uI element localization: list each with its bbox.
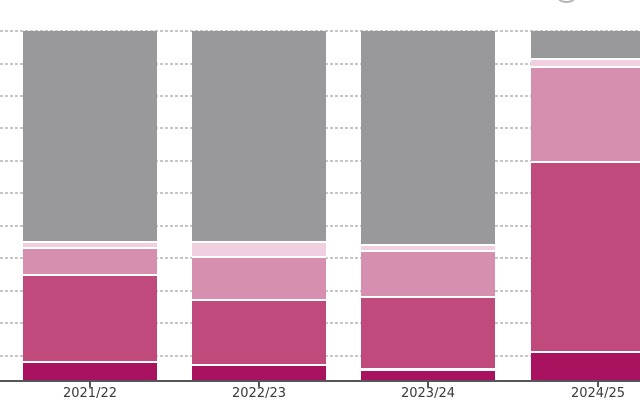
cropped-artifact bbox=[558, 0, 575, 3]
bar-segment-bottom-segment-crimson bbox=[23, 361, 157, 380]
x-axis-label: 2023/24 bbox=[400, 386, 455, 400]
bar-segment-bottom-segment-crimson bbox=[531, 351, 640, 380]
bar-segment-third-segment-medium-pink bbox=[361, 249, 495, 296]
bar-segment-top-segment-gray bbox=[531, 31, 640, 58]
bar-segment-third-segment-medium-pink bbox=[531, 66, 640, 162]
bar-segment-second-segment-dark-pink bbox=[531, 161, 640, 352]
x-axis-label: 2024/25 bbox=[570, 386, 625, 400]
x-axis-line bbox=[0, 380, 640, 382]
bar-segment-fourth-segment-pale-pink bbox=[361, 243, 495, 250]
bar-segment-second-segment-dark-pink bbox=[192, 299, 326, 364]
bar-segment-third-segment-medium-pink bbox=[192, 255, 326, 300]
x-axis-label: 2022/23 bbox=[231, 386, 286, 400]
bar-segment-fourth-segment-pale-pink bbox=[192, 240, 326, 256]
bar-segment-second-segment-dark-pink bbox=[23, 274, 157, 362]
bar-segment-third-segment-medium-pink bbox=[23, 246, 157, 275]
bar-segment-second-segment-dark-pink bbox=[361, 295, 495, 369]
x-axis-tick bbox=[258, 382, 260, 387]
bar-segment-top-segment-gray bbox=[23, 31, 157, 242]
bar-segment-top-segment-gray bbox=[192, 31, 326, 241]
bar-segment-top-segment-gray bbox=[361, 31, 495, 244]
bar-segment-bottom-segment-crimson bbox=[361, 368, 495, 380]
bar-segment-fourth-segment-pale-pink bbox=[531, 57, 640, 67]
x-axis-tick bbox=[427, 382, 429, 387]
bar-segment-bottom-segment-crimson bbox=[192, 363, 326, 380]
x-axis-tick bbox=[597, 382, 599, 387]
x-axis-label: 2021/22 bbox=[62, 386, 117, 400]
x-axis-tick bbox=[89, 382, 91, 387]
bar-segment-fourth-segment-pale-pink bbox=[23, 241, 157, 247]
